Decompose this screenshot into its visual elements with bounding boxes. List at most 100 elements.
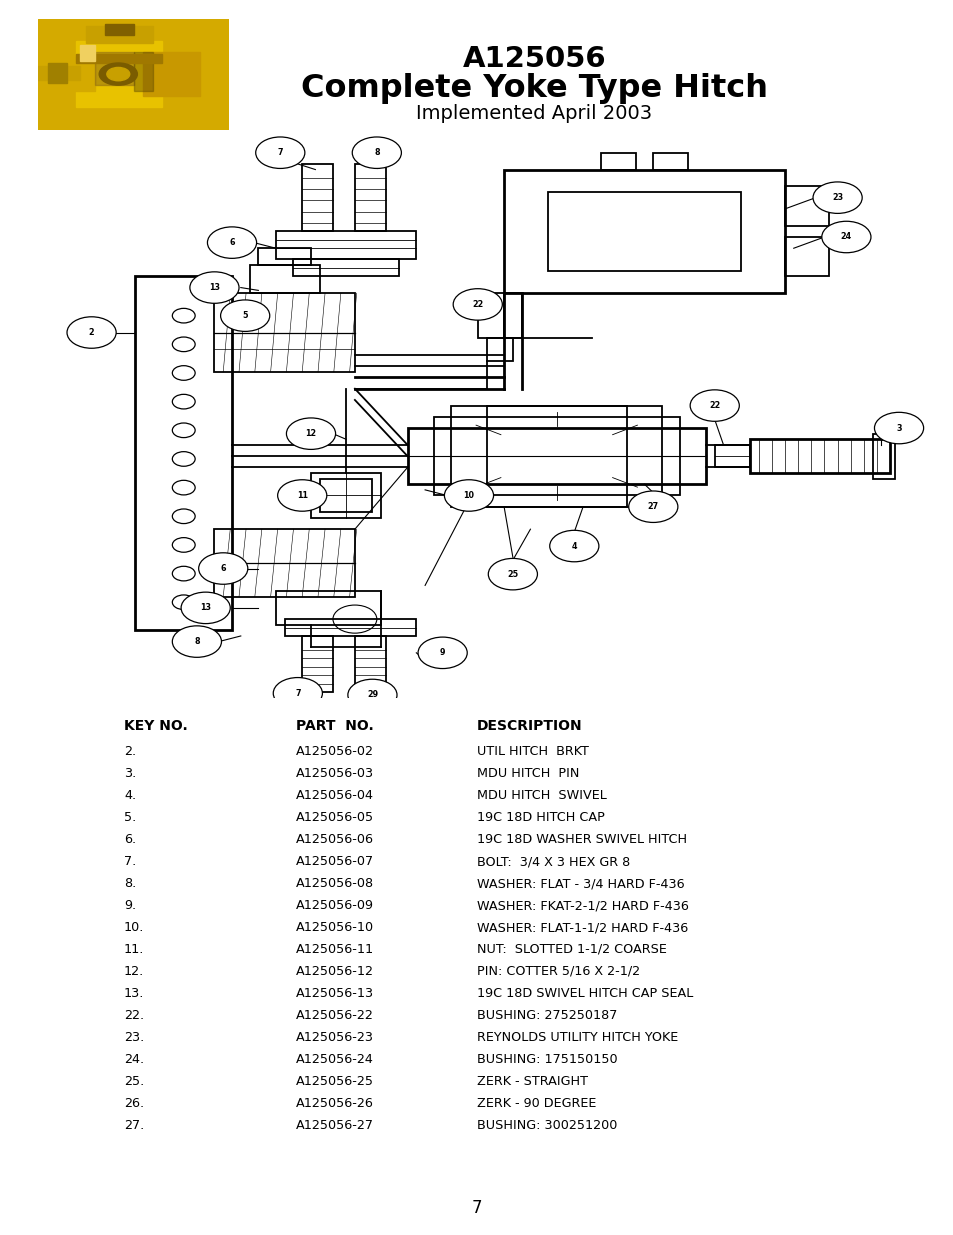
Text: 10.: 10. bbox=[124, 921, 144, 934]
Circle shape bbox=[172, 626, 221, 657]
Text: A125056-02: A125056-02 bbox=[295, 745, 374, 758]
Bar bbox=[275, 231, 416, 259]
Bar bbox=[284, 619, 416, 636]
Bar bbox=[57, 58, 95, 91]
Bar bbox=[302, 636, 333, 692]
Text: 23.: 23. bbox=[124, 1031, 144, 1044]
Text: A125056-25: A125056-25 bbox=[295, 1074, 374, 1088]
Text: 7: 7 bbox=[294, 689, 300, 698]
Circle shape bbox=[190, 272, 239, 304]
Circle shape bbox=[488, 558, 537, 590]
Text: 8: 8 bbox=[374, 148, 379, 157]
Text: 2.: 2. bbox=[124, 745, 136, 758]
Bar bbox=[38, 67, 80, 80]
Text: 19C 18D HITCH CAP: 19C 18D HITCH CAP bbox=[476, 811, 604, 824]
Text: WASHER: FLAT - 3/4 HARD F-436: WASHER: FLAT - 3/4 HARD F-436 bbox=[476, 877, 684, 890]
Text: 7.: 7. bbox=[124, 855, 136, 868]
Text: 6: 6 bbox=[229, 238, 234, 247]
Text: 24.: 24. bbox=[124, 1053, 144, 1066]
Text: MDU HITCH  SWIVEL: MDU HITCH SWIVEL bbox=[476, 789, 606, 802]
Text: 13.: 13. bbox=[124, 987, 144, 1000]
Text: A125056-03: A125056-03 bbox=[295, 767, 374, 781]
Text: BUSHING: 300251200: BUSHING: 300251200 bbox=[476, 1119, 617, 1131]
Bar bbox=[784, 186, 828, 226]
Text: 8: 8 bbox=[193, 637, 199, 646]
Text: BUSHING: 275250187: BUSHING: 275250187 bbox=[476, 1009, 617, 1021]
Text: 22.: 22. bbox=[124, 1009, 144, 1021]
Text: BUSHING: 175150150: BUSHING: 175150150 bbox=[476, 1053, 617, 1066]
Bar bbox=[355, 164, 385, 231]
Text: 13: 13 bbox=[209, 283, 220, 291]
Bar bbox=[302, 164, 333, 231]
Circle shape bbox=[207, 227, 256, 258]
Bar bbox=[135, 277, 232, 630]
Text: 11.: 11. bbox=[124, 944, 144, 956]
Text: 29: 29 bbox=[367, 690, 377, 699]
Text: 5.: 5. bbox=[124, 811, 136, 824]
Text: WASHER: FKAT-2-1/2 HARD F-436: WASHER: FKAT-2-1/2 HARD F-436 bbox=[476, 899, 688, 911]
Text: 3: 3 bbox=[896, 424, 901, 432]
Bar bbox=[486, 338, 513, 361]
Text: 5: 5 bbox=[242, 311, 248, 320]
Circle shape bbox=[453, 289, 502, 320]
Circle shape bbox=[549, 530, 598, 562]
Text: 6.: 6. bbox=[124, 834, 136, 846]
Circle shape bbox=[273, 678, 322, 709]
Bar bbox=[319, 479, 372, 513]
Text: ZERK - 90 DEGREE: ZERK - 90 DEGREE bbox=[476, 1097, 596, 1110]
Text: 25.: 25. bbox=[124, 1074, 144, 1088]
Text: A125056-11: A125056-11 bbox=[295, 944, 374, 956]
Circle shape bbox=[812, 182, 862, 214]
Bar bbox=[872, 433, 894, 479]
Bar bbox=[784, 237, 828, 277]
Bar bbox=[653, 153, 688, 169]
Bar bbox=[434, 417, 679, 495]
Text: A125056-05: A125056-05 bbox=[295, 811, 374, 824]
Circle shape bbox=[348, 679, 396, 710]
Text: A125056-26: A125056-26 bbox=[295, 1097, 374, 1110]
Bar bbox=[503, 169, 784, 293]
Bar bbox=[95, 52, 133, 85]
Text: A125056-27: A125056-27 bbox=[295, 1119, 374, 1131]
Text: 7: 7 bbox=[471, 1199, 482, 1216]
Text: PIN: COTTER 5/16 X 2-1/2: PIN: COTTER 5/16 X 2-1/2 bbox=[476, 965, 639, 978]
Text: A125056-04: A125056-04 bbox=[295, 789, 374, 802]
Text: DESCRIPTION: DESCRIPTION bbox=[476, 719, 582, 732]
Text: UTIL HITCH  BRKT: UTIL HITCH BRKT bbox=[476, 745, 588, 758]
Text: 23: 23 bbox=[831, 193, 842, 203]
Text: REYNOLDS UTILITY HITCH YOKE: REYNOLDS UTILITY HITCH YOKE bbox=[476, 1031, 678, 1044]
Text: 27: 27 bbox=[647, 503, 659, 511]
Bar bbox=[355, 636, 385, 692]
Text: A125056-12: A125056-12 bbox=[295, 965, 374, 978]
Text: 13: 13 bbox=[200, 604, 211, 613]
Bar bbox=[714, 445, 749, 467]
Bar bbox=[76, 54, 162, 63]
Text: 25: 25 bbox=[507, 569, 517, 579]
Bar bbox=[214, 293, 355, 372]
Text: PART  NO.: PART NO. bbox=[295, 719, 373, 732]
Bar bbox=[80, 46, 95, 61]
Text: A125056-10: A125056-10 bbox=[295, 921, 374, 934]
Circle shape bbox=[821, 221, 870, 253]
Circle shape bbox=[99, 63, 137, 85]
Circle shape bbox=[181, 592, 230, 624]
Text: 3.: 3. bbox=[124, 767, 136, 781]
Bar bbox=[250, 266, 319, 293]
Text: 2: 2 bbox=[89, 329, 94, 337]
Circle shape bbox=[352, 137, 401, 168]
Bar bbox=[214, 529, 355, 597]
Circle shape bbox=[286, 417, 335, 450]
Text: A125056: A125056 bbox=[462, 46, 605, 73]
Text: 10: 10 bbox=[463, 492, 474, 500]
Text: 7: 7 bbox=[277, 148, 283, 157]
Text: KEY NO.: KEY NO. bbox=[124, 719, 188, 732]
Bar bbox=[76, 41, 162, 107]
Circle shape bbox=[277, 479, 327, 511]
Bar bbox=[105, 25, 133, 36]
Circle shape bbox=[220, 300, 270, 331]
Text: A125056-13: A125056-13 bbox=[295, 987, 374, 1000]
Text: Complete Yoke Type Hitch: Complete Yoke Type Hitch bbox=[300, 73, 767, 105]
Text: BOLT:  3/4 X 3 HEX GR 8: BOLT: 3/4 X 3 HEX GR 8 bbox=[476, 855, 630, 868]
Text: A125056-23: A125056-23 bbox=[295, 1031, 374, 1044]
Bar bbox=[294, 259, 398, 277]
